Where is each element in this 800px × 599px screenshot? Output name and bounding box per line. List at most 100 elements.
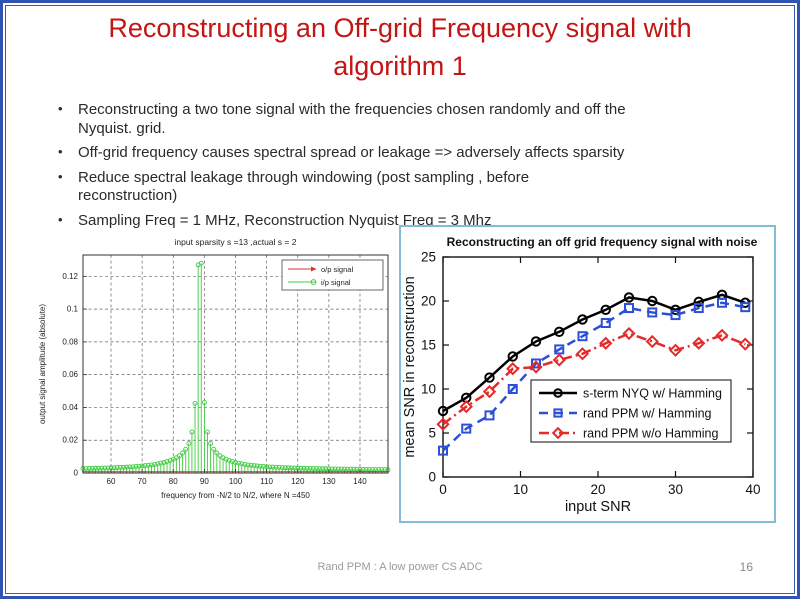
x-tick-label: 90	[200, 477, 209, 486]
x-tick-label: 70	[138, 477, 147, 486]
marker-circle	[647, 295, 658, 307]
op-signal-marker	[200, 470, 203, 473]
x-tick-label: 40	[745, 482, 760, 497]
stem-circle-marker	[205, 429, 210, 435]
x-tick-label: 30	[668, 482, 683, 497]
op-signal-marker	[125, 470, 128, 473]
stem-circle-marker	[261, 463, 266, 469]
legend-circle-marker	[310, 279, 317, 285]
stem-circle-marker	[251, 463, 257, 469]
x-tick-label: 80	[169, 477, 178, 486]
op-signal-marker	[144, 470, 147, 473]
stem-circle-marker	[198, 260, 204, 266]
legend-label-ip: i/p signal	[321, 278, 351, 287]
marker-square	[507, 384, 518, 394]
slide-title: Reconstructing an Off-grid Frequency sig…	[23, 9, 777, 85]
stem-circle-marker	[338, 466, 344, 472]
stem-circle-marker	[177, 453, 182, 459]
op-signal-marker	[219, 470, 221, 473]
legend-label: rand PPM w/o Hamming	[583, 427, 719, 441]
snr-line-chart: 0 10 20 30 40 0 5 10 15 20 25 Reconstructing an off…	[399, 225, 776, 523]
op-signal-marker	[374, 470, 377, 473]
op-signal-marker	[194, 470, 196, 473]
bullet-item-4: Sampling Freq = 1 MHz, Reconstruction Ny…	[55, 211, 755, 231]
op-signal-marker	[175, 470, 178, 473]
marker-diamond	[715, 328, 729, 342]
marker-square	[461, 423, 472, 434]
op-signal-marker	[88, 470, 91, 473]
stem-spectrum-chart-svg: 60 70 80 90 100 110 120 130 140 0 0.02 0.04 0.06 0.08…	[38, 237, 391, 500]
marker-square	[740, 302, 751, 313]
stem-circle-marker	[270, 464, 276, 470]
marker-circle	[577, 314, 588, 325]
stem-circle-marker	[136, 463, 142, 469]
stem-circle-marker	[242, 462, 248, 467]
stem-circle-marker	[142, 463, 148, 469]
op-signal-marker	[250, 470, 252, 473]
stem-circle-marker	[239, 461, 245, 467]
stem-spectrum-chart: 60 70 80 90 100 110 120 130 140 0 0.02 0.04 0.06 0.08…	[31, 231, 399, 519]
x-tick-label: 140	[353, 477, 367, 486]
slide-title-line-1: Reconstructing an Off-grid Frequency sig…	[108, 13, 692, 43]
bullet-1-line-2: Nyquist. grid.	[78, 119, 166, 137]
marker-circle	[670, 304, 681, 316]
op-signal-marker	[94, 470, 97, 473]
op-signal-marker	[343, 470, 346, 473]
op-signal-marker	[287, 470, 290, 473]
bullet-list: Reconstructing a two tone signal with th…	[55, 100, 755, 236]
stem-circle-marker	[289, 465, 294, 471]
x-tick-label: 60	[107, 477, 116, 486]
x-tick-label: 10	[513, 482, 528, 497]
stem-circle-marker	[192, 400, 198, 406]
y-tick-label: 20	[421, 294, 436, 309]
x-tick-label: 110	[260, 477, 273, 486]
marker-square	[624, 303, 634, 314]
stem-circle-marker	[161, 460, 167, 465]
stem-circle-marker	[186, 441, 192, 446]
stem-circle-marker	[105, 465, 111, 471]
marker-circle	[553, 388, 563, 398]
y-tick-label: 5	[428, 426, 436, 441]
stem-circle-marker	[292, 465, 298, 471]
stem-circle-marker	[124, 464, 130, 470]
y-tick-label: 10	[421, 382, 436, 397]
series-3	[436, 326, 752, 431]
x-tick-label: 0	[439, 482, 447, 497]
y-tick-label: 0.1	[67, 305, 79, 314]
y-tick-label: 0	[74, 469, 79, 478]
bullet-3-line-1: Reduce spectral leakage through windowin…	[78, 168, 530, 186]
stem-circle-marker	[155, 461, 161, 467]
op-signal-marker	[188, 470, 190, 473]
stem-circle-marker	[264, 464, 270, 470]
stem-circle-marker	[145, 462, 151, 468]
legend-box	[281, 259, 384, 291]
marker-diamond	[692, 336, 706, 350]
stem-circle-marker	[301, 465, 307, 471]
y-axis-label: output signal amplitude (absolute)	[38, 304, 47, 424]
page-number: 16	[739, 560, 753, 574]
footer-text: Rand PPM : A low power CS ADC	[317, 561, 483, 573]
stem-circle-marker	[323, 466, 329, 472]
op-signal-marker	[362, 470, 364, 473]
bullet-3-line-2: reconstruction)	[78, 187, 178, 204]
marker-square	[553, 408, 563, 418]
op-signal-marker	[337, 470, 340, 473]
marker-circle	[600, 304, 611, 316]
op-signal-marker	[281, 470, 283, 473]
y-tick-label: 25	[421, 250, 436, 265]
marker-square	[438, 445, 448, 456]
stem-circle-marker	[189, 429, 195, 435]
y-axis-label: mean SNR in reconstruction	[402, 276, 418, 457]
marker-diamond	[552, 353, 566, 367]
marker-square	[717, 297, 727, 308]
op-signal-marker	[244, 470, 246, 473]
y-tick-label: 0.12	[62, 272, 78, 281]
marker-diamond	[738, 337, 752, 351]
marker-diamond	[436, 417, 450, 431]
y-tick-label: 0.06	[62, 370, 78, 379]
stem-circle-marker	[317, 466, 322, 472]
op-signal-marker	[138, 470, 140, 473]
stem-circle-marker	[114, 465, 120, 471]
marker-diamond	[506, 362, 520, 376]
y-tick-label: 0	[428, 470, 436, 485]
